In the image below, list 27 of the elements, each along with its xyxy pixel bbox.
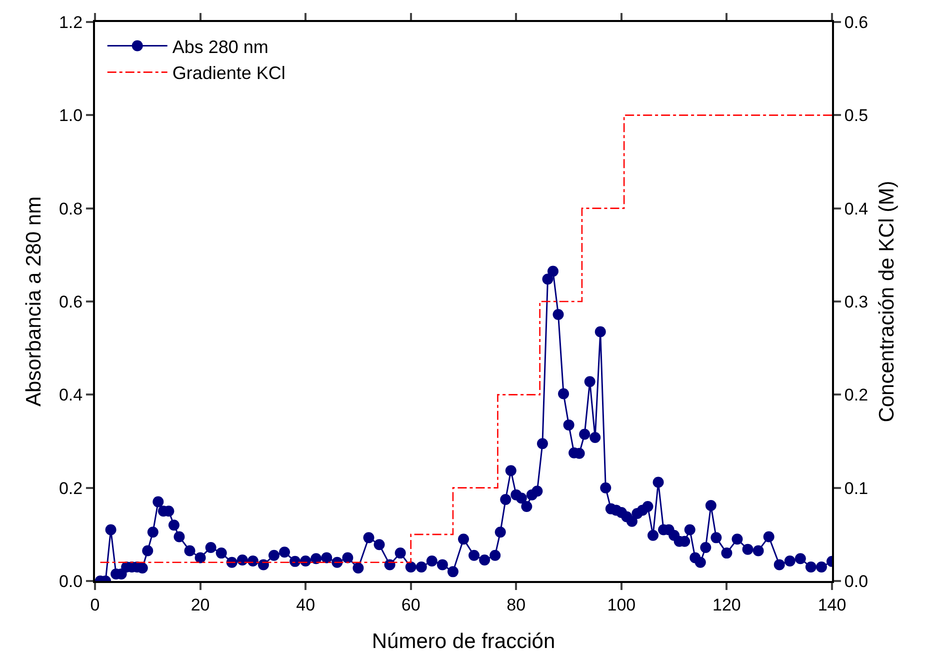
y2-tick-label: 0.2: [844, 386, 868, 405]
y-tick-label: 0.8: [58, 199, 83, 218]
x-tick-label: 60: [401, 595, 420, 614]
legend-label: Gradiente KCl: [172, 63, 286, 84]
y2-axis-title: Concentración de KCl (M): [876, 180, 899, 422]
x-axis-title: Número de fracción: [372, 630, 556, 654]
legend-label: Abs 280 nm: [172, 36, 268, 57]
y-tick-label: 0.2: [58, 478, 83, 498]
x-tick-label: 0: [90, 595, 100, 614]
x-tick-label: 80: [506, 595, 526, 614]
y-tick-label: 0.6: [58, 292, 83, 312]
y-tick-label: 0.4: [58, 386, 83, 405]
y-tick-label: 1.2: [58, 12, 83, 32]
y2-tick-label: 0.6: [844, 12, 868, 32]
x-tick-label: 140: [818, 595, 846, 614]
y2-tick-label: 0.4: [844, 199, 868, 218]
x-tick-label: 40: [296, 595, 316, 614]
y2-tick-label: 0.0: [844, 572, 868, 591]
y2-tick-label: 0.1: [844, 478, 868, 498]
x-tick-label: 100: [607, 595, 636, 614]
y2-tick-label: 0.5: [844, 106, 868, 126]
y2-tick-label: 0.3: [844, 292, 868, 312]
y-tick-label: 1.0: [58, 106, 83, 126]
x-tick-label: 120: [712, 595, 741, 614]
y-tick-label: 0.0: [58, 572, 83, 591]
x-tick-label: 20: [190, 595, 210, 614]
y-axis-title: Absorbancia a 280 nm: [22, 196, 46, 407]
